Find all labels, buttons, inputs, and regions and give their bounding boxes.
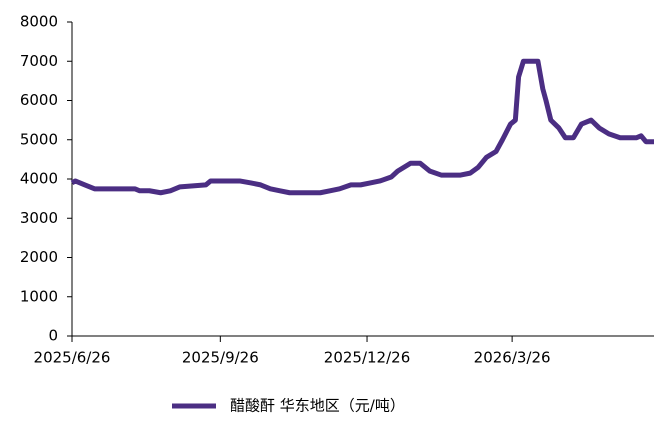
x-tick-label: 2026/3/26 (474, 349, 551, 367)
y-tick-label: 6000 (20, 91, 58, 109)
line (70, 58, 654, 196)
y-tick-label: 2000 (20, 248, 58, 266)
y-tick-label: 1000 (20, 287, 58, 305)
y-tick-label: 5000 (20, 130, 58, 148)
legend-label: 醋酸酐 华东地区（元/吨） (230, 397, 405, 415)
y-tick-label: 4000 (20, 170, 58, 188)
x-tick-label: 2025/6/26 (34, 349, 111, 367)
y-tick-label: 3000 (20, 209, 58, 227)
x-tick-label: 2025/12/26 (324, 349, 410, 367)
y-tick-label: 0 (48, 327, 58, 345)
x-tick-label: 2025/9/26 (182, 349, 259, 367)
y-tick-label: 7000 (20, 52, 58, 70)
y-tick-label: 8000 (20, 13, 58, 31)
